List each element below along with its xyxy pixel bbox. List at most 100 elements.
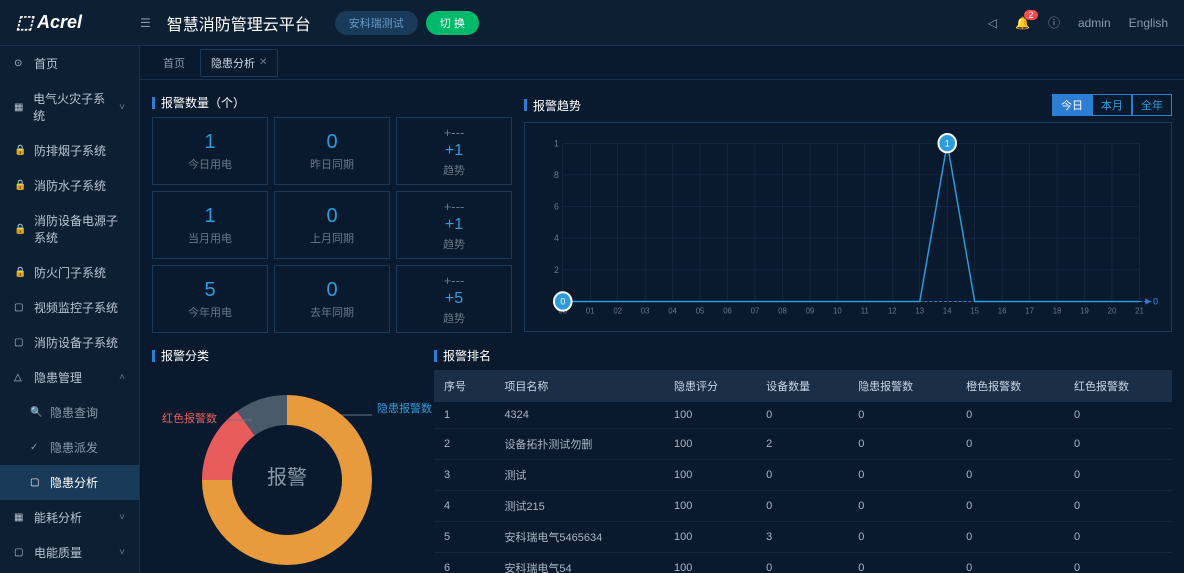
sidebar-icon: 🔍: [30, 407, 42, 418]
sidebar-icon: △: [14, 372, 26, 383]
sidebar-item-10[interactable]: ✓隐患派发: [0, 430, 139, 465]
donut-chart: 报警 红色报警数 隐患报警数: [152, 370, 422, 573]
table-col: 红色报警数: [1064, 370, 1172, 402]
sidebar-label: 防排烟子系统: [34, 142, 106, 159]
tab-1[interactable]: 隐患分析✕: [200, 49, 278, 77]
sidebar-item-9[interactable]: 🔍 隐患查询: [0, 395, 139, 430]
sidebar-label: 电气火灾子系统: [33, 90, 111, 124]
svg-text:13: 13: [915, 307, 924, 316]
switch-button[interactable]: 切 换: [426, 11, 479, 35]
svg-text:02: 02: [613, 307, 622, 316]
donut-label-red: 红色报警数: [162, 410, 217, 426]
table-col: 序号: [434, 370, 494, 402]
sidebar-item-13[interactable]: ▢电能质量˅: [0, 535, 139, 570]
time-filter-0[interactable]: 今日: [1052, 94, 1092, 116]
table-col: 项目名称: [494, 370, 664, 402]
table-row[interactable]: 3测试1000000: [434, 460, 1172, 491]
sidebar-item-3[interactable]: 🔒消防水子系统: [0, 168, 139, 203]
table-row[interactable]: 6安科瑞电气541000000: [434, 553, 1172, 573]
svg-text:15: 15: [970, 307, 979, 316]
svg-text:04: 04: [668, 307, 677, 316]
stat-box-7: 0去年同期: [274, 265, 390, 333]
svg-text:14: 14: [943, 307, 952, 316]
sidebar-item-8[interactable]: △ 隐患管理 ˄: [0, 360, 139, 395]
sidebar-icon: ▢: [14, 302, 26, 313]
sidebar-label: 防火门子系统: [34, 264, 106, 281]
chevron-icon: ˅: [119, 102, 125, 113]
time-filter: 今日本月全年: [1052, 94, 1172, 116]
stat-box-2: +---+1趋势: [396, 117, 512, 185]
svg-text:21: 21: [1135, 307, 1144, 316]
stats-title: 报警数量（个）: [152, 88, 512, 117]
header: Acrel ☰ 智慧消防管理云平台 安科瑞测试 切 换 ◁ 🔔2 ⓘ admin…: [0, 0, 1184, 46]
table-row[interactable]: 143241000000: [434, 402, 1172, 429]
sidebar-label: 隐患管理: [34, 369, 82, 386]
table-col: 橙色报警数: [956, 370, 1064, 402]
svg-text:19: 19: [1080, 307, 1089, 316]
svg-text:1: 1: [945, 138, 950, 148]
sidebar-icon: ▢: [30, 477, 42, 488]
sidebar-icon: ▢: [14, 547, 26, 558]
sidebar-item-4[interactable]: 🔒消防设备电源子系统: [0, 203, 139, 255]
chevron-icon: ˅: [119, 512, 125, 523]
svg-text:0.05: 0.05: [1153, 296, 1159, 306]
sidebar-label: 隐患分析: [50, 474, 98, 491]
trend-chart: 00.20.40.60.8100010203040506070809101112…: [524, 122, 1172, 332]
svg-text:17: 17: [1025, 307, 1034, 316]
sidebar-item-6[interactable]: ▢ 视频监控子系统: [0, 290, 139, 325]
sidebar-icon: ⊙: [14, 58, 26, 69]
sidebar-label: 消防设备电源子系统: [34, 212, 125, 246]
sidebar-label: 消防设备子系统: [34, 334, 118, 351]
logo: Acrel: [16, 12, 140, 33]
stat-box-1: 0昨日同期: [274, 117, 390, 185]
svg-text:11: 11: [861, 307, 870, 316]
table-col: 隐患评分: [664, 370, 756, 402]
sidebar-item-0[interactable]: ⊙ 首页: [0, 46, 139, 81]
stat-grid: 1今日用电0昨日同期+---+1趋势1当月用电0上月同期+---+1趋势5今年用…: [152, 117, 512, 333]
trend-title: 报警趋势 今日本月全年: [524, 88, 1172, 122]
ranking-table: 序号项目名称隐患评分设备数量隐患报警数橙色报警数红色报警数 1432410000…: [434, 370, 1172, 573]
chevron-icon: ˅: [119, 547, 125, 558]
sidebar-item-2[interactable]: 🔒防排烟子系统: [0, 133, 139, 168]
table-row[interactable]: 2设备拓扑测试勿删1002000: [434, 429, 1172, 460]
project-tag[interactable]: 安科瑞测试: [335, 11, 418, 35]
sidebar-label: 视频监控子系统: [34, 299, 118, 316]
stat-box-5: +---+1趋势: [396, 191, 512, 259]
svg-text:10: 10: [833, 307, 842, 316]
svg-text:08: 08: [778, 307, 787, 316]
svg-text:18: 18: [1053, 307, 1062, 316]
sidebar-item-5[interactable]: 🔒 防火门子系统: [0, 255, 139, 290]
sidebar-item-12[interactable]: ▦能耗分析˅: [0, 500, 139, 535]
user-label[interactable]: admin: [1078, 16, 1111, 30]
sidebar-icon: ▢: [14, 337, 26, 348]
table-row[interactable]: 5安科瑞电气54656341003000: [434, 522, 1172, 553]
app-title: 智慧消防管理云平台: [167, 11, 311, 35]
sidebar-icon: ▦: [14, 512, 26, 523]
svg-text:07: 07: [751, 307, 760, 316]
info-icon[interactable]: ⓘ: [1048, 14, 1060, 31]
sidebar-icon: ✓: [30, 442, 42, 453]
time-filter-2[interactable]: 全年: [1132, 94, 1172, 116]
sidebar-label: 首页: [34, 55, 58, 72]
sidebar-item-7[interactable]: ▢ 消防设备子系统: [0, 325, 139, 360]
lang-label[interactable]: English: [1129, 16, 1168, 30]
sidebar-item-1[interactable]: ▦电气火灾子系统˅: [0, 81, 139, 133]
svg-text:16: 16: [998, 307, 1007, 316]
donut-center-label: 报警: [267, 461, 307, 490]
donut-title: 报警分类: [152, 341, 422, 370]
svg-text:0.2: 0.2: [553, 265, 559, 275]
menu-toggle-icon[interactable]: ☰: [140, 16, 151, 30]
sidebar-icon: 🔒: [14, 267, 26, 278]
tab-close-icon[interactable]: ✕: [259, 57, 267, 68]
svg-text:01: 01: [586, 307, 595, 316]
announce-icon[interactable]: ◁: [988, 16, 997, 30]
tab-0[interactable]: 首页: [152, 49, 196, 77]
svg-text:0.8: 0.8: [553, 170, 559, 180]
sidebar-label: 隐患查询: [50, 404, 98, 421]
sidebar-item-11[interactable]: ▢ 隐患分析: [0, 465, 139, 500]
tabs: 首页隐患分析✕: [140, 46, 1184, 80]
chevron-icon: ˄: [119, 372, 125, 383]
notification-icon[interactable]: 🔔2: [1015, 16, 1030, 30]
table-row[interactable]: 4测试2151000000: [434, 491, 1172, 522]
time-filter-1[interactable]: 本月: [1092, 94, 1132, 116]
